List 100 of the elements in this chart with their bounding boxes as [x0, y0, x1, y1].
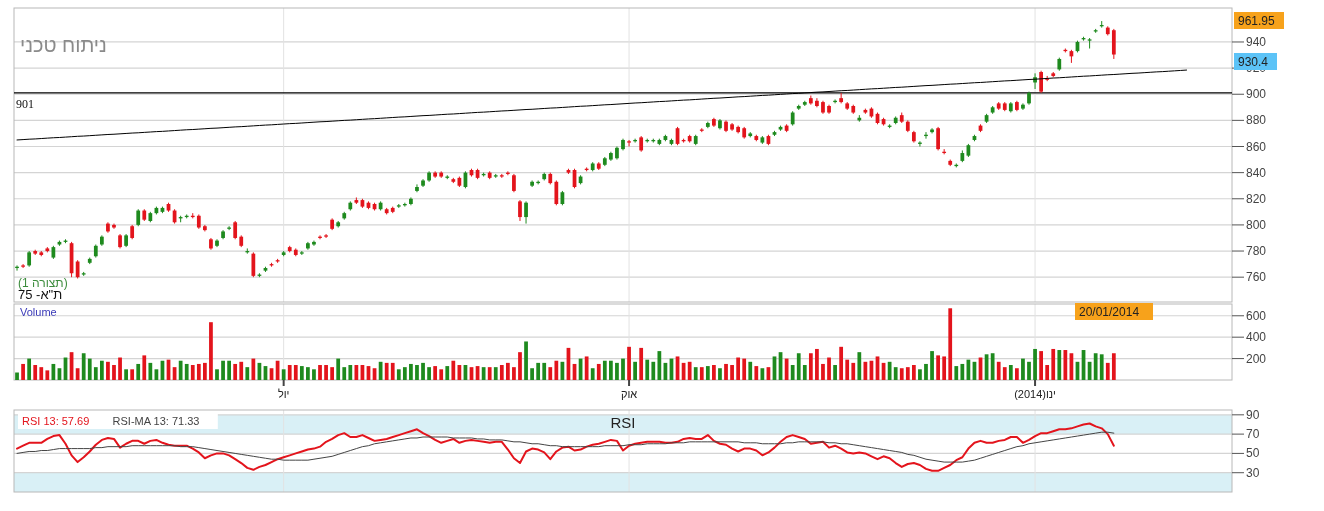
bar — [93, 367, 98, 380]
line-series — [16, 431, 1115, 463]
bar — [936, 355, 940, 380]
bar — [705, 366, 710, 380]
chart-title: Volume — [20, 306, 57, 318]
bar — [760, 368, 765, 380]
x-tick-label: (2014)ינו — [1014, 388, 1056, 400]
bar — [651, 361, 656, 380]
bar — [845, 359, 850, 380]
x-tick-label: יול — [277, 388, 290, 400]
bar — [542, 362, 547, 380]
bar — [396, 369, 401, 380]
bar — [584, 356, 589, 380]
bar — [736, 357, 741, 380]
bar — [524, 341, 528, 380]
bar — [990, 353, 995, 380]
bar — [748, 361, 753, 380]
bar — [312, 369, 316, 380]
bar — [1021, 358, 1025, 380]
bar — [481, 367, 486, 380]
bar — [893, 367, 898, 380]
bar — [45, 370, 50, 380]
bar — [718, 368, 722, 380]
bar — [633, 361, 637, 380]
bar — [590, 368, 595, 380]
bar — [1051, 348, 1056, 380]
bar — [1057, 350, 1062, 380]
chart-title: RSI — [610, 414, 636, 431]
bar — [354, 365, 359, 380]
annotation: (תצורה 1) — [18, 276, 68, 290]
bar — [118, 357, 122, 380]
series-label: RSI-MA 13: 71.33 — [112, 415, 200, 427]
x-tick-label: אוק — [620, 388, 638, 400]
bar — [796, 353, 801, 380]
bar — [81, 353, 86, 380]
bar — [142, 355, 147, 380]
bar — [839, 346, 844, 380]
bar — [821, 363, 825, 380]
bar — [75, 368, 80, 380]
bar — [15, 372, 19, 380]
bar — [384, 362, 389, 380]
bar — [245, 367, 250, 380]
bar — [451, 360, 456, 380]
bar — [299, 366, 304, 380]
bar — [930, 351, 934, 380]
bar — [596, 363, 601, 380]
bar — [536, 362, 541, 380]
bar — [136, 363, 141, 380]
bar — [487, 367, 492, 380]
text: ניתוח טכני — [20, 34, 107, 56]
bar — [827, 357, 831, 380]
bar — [409, 363, 413, 380]
y-tick-label: 600 — [1246, 308, 1267, 323]
bar — [209, 322, 213, 380]
bar — [602, 360, 607, 380]
bar — [911, 365, 916, 380]
bar — [1015, 368, 1019, 380]
bar — [687, 361, 692, 380]
bar — [954, 366, 959, 380]
bar — [808, 353, 813, 380]
legend: RSI 13: 57.69 RSI-MA 13: 71.33 — [18, 414, 218, 429]
annotation: 20/01/2014 — [1079, 305, 1140, 319]
bar — [554, 360, 559, 380]
bar — [1111, 353, 1116, 380]
bar — [712, 365, 716, 380]
bar — [445, 366, 450, 380]
bar — [203, 362, 207, 380]
bar — [1099, 354, 1104, 380]
bar — [1045, 365, 1050, 380]
bar — [505, 362, 510, 380]
bar — [1093, 353, 1098, 380]
y-tick-label: 50 — [1246, 446, 1260, 461]
bar — [148, 362, 153, 380]
y-tick-label: 760 — [1246, 270, 1267, 285]
bar — [724, 363, 728, 380]
bar — [942, 356, 947, 380]
bar — [39, 367, 44, 380]
bar — [427, 367, 431, 380]
y-tick-label: 880 — [1246, 113, 1267, 128]
bar — [324, 365, 328, 380]
y-tick-label: 900 — [1246, 87, 1267, 102]
bar — [548, 367, 553, 380]
bar — [996, 361, 1001, 380]
bar — [815, 348, 819, 380]
bar — [730, 365, 734, 380]
bar — [621, 358, 625, 380]
bar — [421, 362, 425, 380]
bar — [390, 362, 395, 380]
text: 961.95 — [1238, 14, 1276, 28]
bar — [1105, 362, 1110, 380]
series-label: RSI 13: 57.69 — [22, 415, 90, 427]
bar — [918, 369, 922, 380]
y-tick-label: 940 — [1246, 34, 1267, 49]
bar — [657, 351, 662, 380]
bar — [512, 367, 516, 380]
bar — [802, 365, 807, 380]
bar — [130, 369, 135, 380]
y-tick-label: 200 — [1246, 351, 1267, 366]
bar — [1008, 365, 1013, 380]
ref-line-label: 901 — [16, 96, 34, 111]
